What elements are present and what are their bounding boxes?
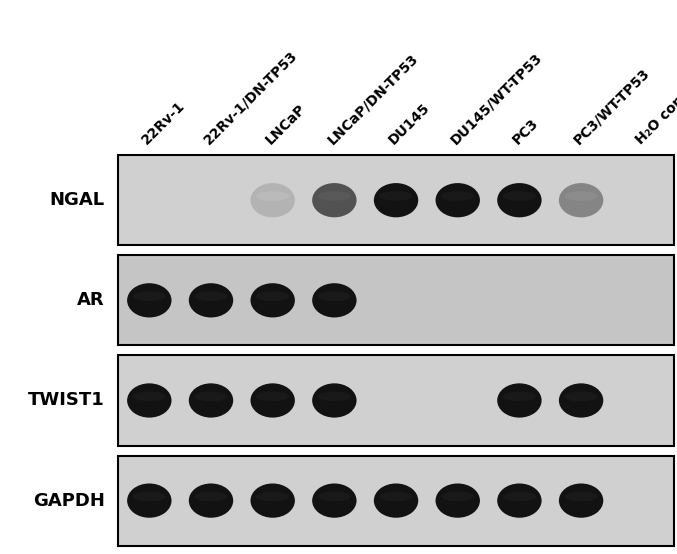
- Ellipse shape: [133, 392, 166, 401]
- Text: GAPDH: GAPDH: [33, 491, 105, 510]
- Ellipse shape: [318, 291, 351, 301]
- Ellipse shape: [256, 492, 289, 501]
- Ellipse shape: [312, 383, 357, 418]
- Ellipse shape: [133, 492, 166, 501]
- Ellipse shape: [374, 183, 418, 217]
- Ellipse shape: [565, 191, 598, 201]
- Ellipse shape: [189, 283, 233, 317]
- Ellipse shape: [435, 183, 480, 217]
- Ellipse shape: [441, 492, 475, 501]
- Ellipse shape: [127, 383, 171, 418]
- Ellipse shape: [441, 191, 475, 201]
- Text: 22Rv-1/DN-TP53: 22Rv-1/DN-TP53: [201, 48, 300, 147]
- Text: 22Rv-1: 22Rv-1: [139, 98, 188, 147]
- Ellipse shape: [256, 392, 289, 401]
- Ellipse shape: [559, 484, 603, 518]
- Ellipse shape: [379, 492, 413, 501]
- Ellipse shape: [312, 283, 357, 317]
- Ellipse shape: [497, 183, 542, 217]
- Bar: [118, 455, 674, 546]
- Ellipse shape: [189, 383, 233, 418]
- Ellipse shape: [250, 183, 295, 217]
- Bar: [118, 155, 674, 245]
- Ellipse shape: [194, 492, 227, 501]
- Ellipse shape: [250, 484, 295, 518]
- Ellipse shape: [497, 484, 542, 518]
- Ellipse shape: [559, 383, 603, 418]
- Ellipse shape: [127, 283, 171, 317]
- Ellipse shape: [250, 383, 295, 418]
- Bar: [118, 255, 674, 346]
- Ellipse shape: [503, 492, 536, 501]
- Ellipse shape: [250, 283, 295, 317]
- Ellipse shape: [194, 291, 227, 301]
- Text: LNCaP/DN-TP53: LNCaP/DN-TP53: [324, 51, 420, 147]
- Ellipse shape: [559, 183, 603, 217]
- Bar: [118, 356, 674, 445]
- Ellipse shape: [435, 484, 480, 518]
- Ellipse shape: [194, 392, 227, 401]
- Ellipse shape: [256, 291, 289, 301]
- Ellipse shape: [374, 484, 418, 518]
- Text: LNCaP: LNCaP: [263, 101, 309, 147]
- Text: NGAL: NGAL: [50, 191, 105, 209]
- Text: DU145: DU145: [386, 100, 433, 147]
- Text: H₂O control: H₂O control: [633, 73, 677, 147]
- Text: TWIST1: TWIST1: [28, 392, 105, 409]
- Ellipse shape: [565, 492, 598, 501]
- Ellipse shape: [565, 392, 598, 401]
- Ellipse shape: [318, 191, 351, 201]
- Ellipse shape: [256, 191, 289, 201]
- Ellipse shape: [379, 191, 413, 201]
- Text: PC3: PC3: [510, 116, 541, 147]
- Ellipse shape: [312, 484, 357, 518]
- Text: PC3/WT-TP53: PC3/WT-TP53: [571, 65, 653, 147]
- Ellipse shape: [133, 291, 166, 301]
- Ellipse shape: [497, 383, 542, 418]
- Ellipse shape: [503, 191, 536, 201]
- Ellipse shape: [127, 484, 171, 518]
- Text: AR: AR: [77, 291, 105, 309]
- Ellipse shape: [312, 183, 357, 217]
- Ellipse shape: [318, 392, 351, 401]
- Text: DU145/WT-TP53: DU145/WT-TP53: [447, 50, 545, 147]
- Ellipse shape: [503, 392, 536, 401]
- Ellipse shape: [189, 484, 233, 518]
- Ellipse shape: [318, 492, 351, 501]
